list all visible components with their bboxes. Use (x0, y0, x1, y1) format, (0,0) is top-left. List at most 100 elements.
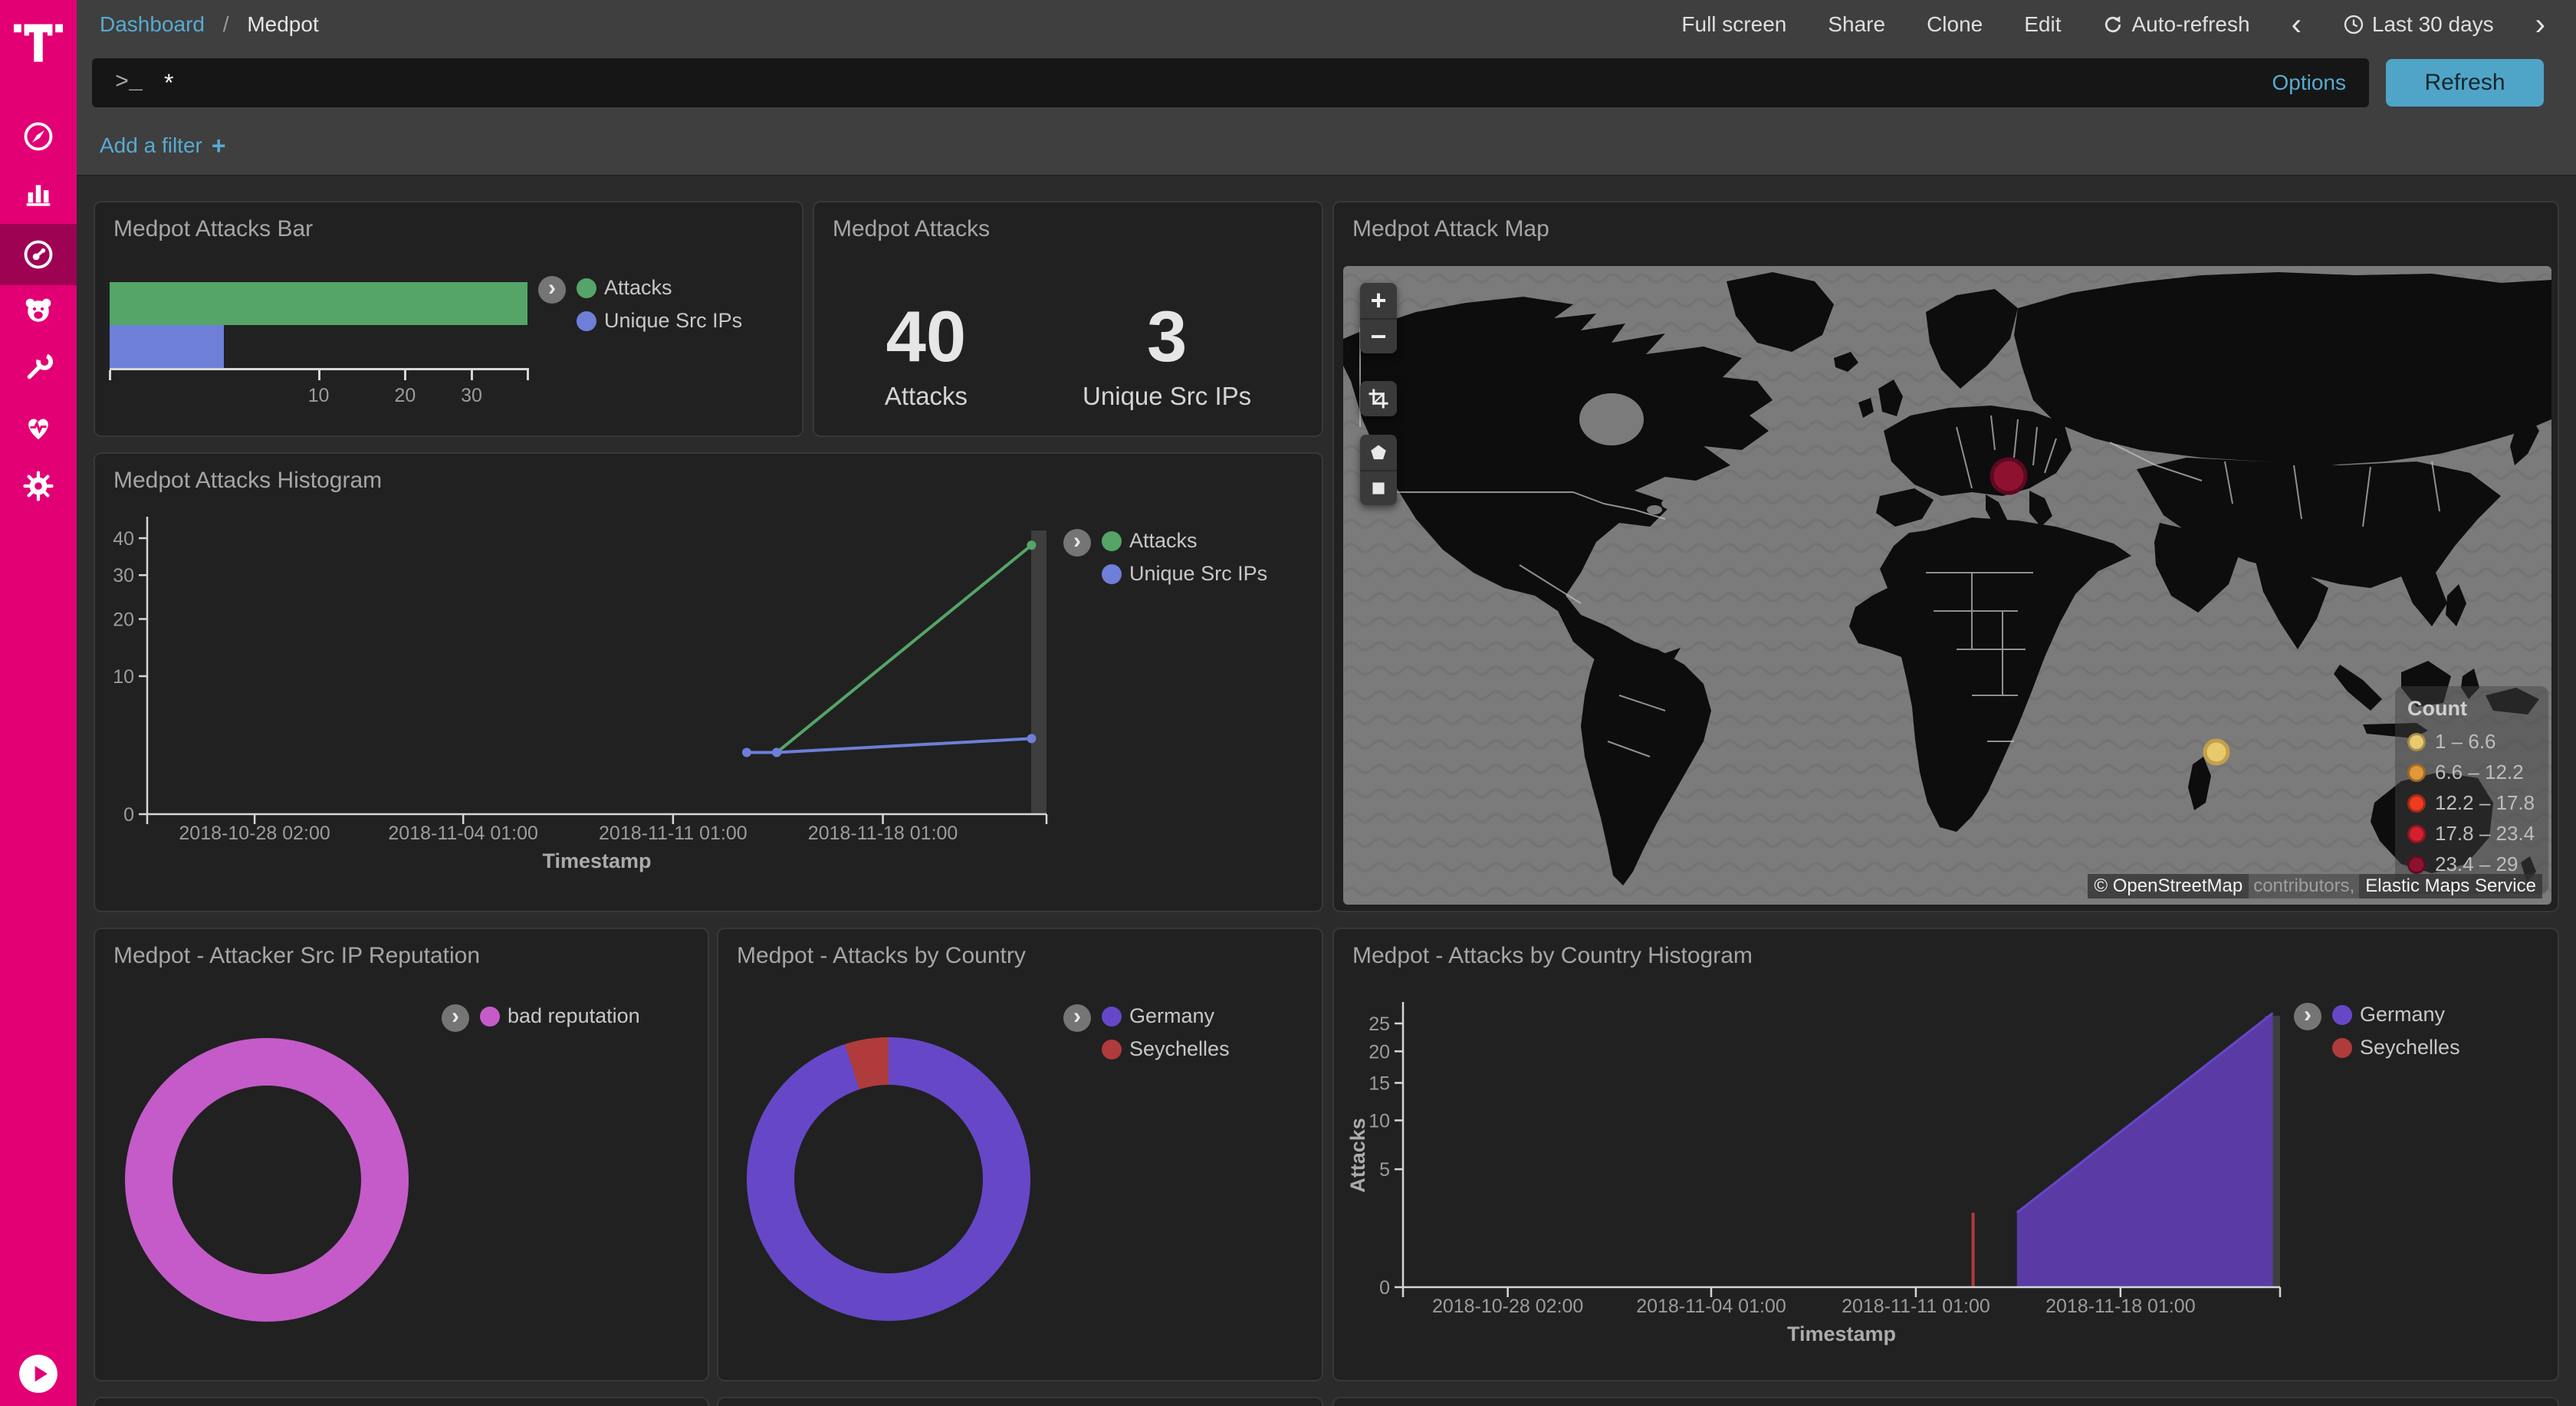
openstreetmap-link[interactable]: © OpenStreetMap (2088, 874, 2249, 898)
play-icon (19, 1355, 58, 1393)
x-tick-label: 10 (307, 385, 330, 406)
legend-item[interactable]: Attacks (577, 276, 742, 300)
legend-item[interactable]: Seychelles (1102, 1037, 1230, 1061)
bar-chart-icon (26, 185, 51, 206)
panel-header[interactable]: Medpot Attacks Bar (113, 216, 314, 241)
legend-item[interactable]: Unique Src IPs (1102, 562, 1267, 586)
bear-icon (25, 298, 51, 322)
panel-header[interactable]: Medpot Attacks (833, 216, 991, 241)
svg-text:Timestamp: Timestamp (542, 849, 651, 872)
world-map[interactable]: + − (1343, 266, 2551, 905)
svg-text:15: 15 (1368, 1073, 1390, 1095)
svg-text:20: 20 (1368, 1041, 1390, 1063)
legend-toggle-icon[interactable]: › (538, 276, 566, 304)
legend-toggle-icon[interactable]: › (1063, 529, 1091, 557)
svg-text:2018-11-18 01:00: 2018-11-18 01:00 (808, 823, 958, 844)
x-tick-label: 30 (461, 385, 482, 406)
map-count-legend: Count 1 – 6.6 6.6 – 12.2 12.2 – 17.8 17.8 –… (2395, 686, 2548, 894)
bar-chart[interactable]: 10 20 30 (95, 202, 802, 435)
legend-toggle-icon[interactable]: › (1063, 1004, 1091, 1032)
svg-text:10: 10 (1368, 1110, 1390, 1132)
svg-text:2018-11-04 01:00: 2018-11-04 01:00 (1636, 1296, 1786, 1317)
legend: › Attacks Unique Src IPs (1063, 529, 1267, 595)
sidebar-item-dashboard[interactable] (0, 227, 77, 282)
legend-toggle-icon[interactable]: › (2294, 1003, 2321, 1030)
draw-polygon-icon[interactable] (1360, 435, 1397, 470)
svg-text:Timestamp: Timestamp (1787, 1322, 1896, 1345)
map-attribution: © OpenStreetMap contributors, Elastic Ma… (2088, 874, 2542, 898)
sidebar-item-dev-tools[interactable] (0, 340, 77, 396)
bar-Unique Src IPs[interactable] (110, 325, 224, 368)
metric: 3 Unique Src IPs (1083, 301, 1251, 411)
legend-item[interactable]: Germany (1102, 1004, 1230, 1028)
panel-header[interactable]: Medpot Attack Map (1352, 216, 1549, 241)
nav-edit[interactable]: Edit (2024, 12, 2062, 36)
panel-attacks-histogram: Medpot Attacks Histogram 0 10 20 30 40 2018-1… (94, 452, 1323, 912)
area-chart[interactable]: 0 5 10 15 20 25 2018-10-28 02:00 2018-11-04 01:… (1334, 929, 2561, 1383)
series-Attacks[interactable] (775, 544, 1033, 754)
search-input[interactable]: >_ * Options (92, 58, 2369, 107)
attribution-text: contributors, (2249, 874, 2360, 898)
attack-point-seychelles[interactable] (2203, 738, 2230, 766)
elastic-maps-link[interactable]: Elastic Maps Service (2359, 874, 2542, 898)
time-forward-icon[interactable]: › (2535, 8, 2545, 41)
world-map-svg[interactable] (1343, 266, 2551, 905)
legend-item[interactable]: Attacks (1102, 529, 1267, 553)
draw-rectangle-icon[interactable] (1360, 470, 1397, 505)
panel-attacks-metric: Medpot Attacks 40 Attacks 3 Unique Src IPs (813, 201, 1323, 437)
sidebar-item-honeypot[interactable] (0, 281, 77, 337)
legend-toggle-icon[interactable]: › (442, 1004, 469, 1032)
nav-clone[interactable]: Clone (1927, 12, 1983, 36)
sidebar-item-discover[interactable] (0, 109, 77, 164)
next-row-panel-edge (1332, 1397, 2559, 1406)
sidebar (0, 0, 77, 1406)
filter-bar: Add a filter + (77, 117, 2576, 176)
bar-Attacks[interactable] (110, 282, 527, 325)
breadcrumb-dashboard-link[interactable]: Dashboard (100, 12, 205, 36)
sidebar-item-visualize[interactable] (0, 165, 77, 220)
sidebar-collapse-button[interactable] (18, 1354, 58, 1394)
legend-item[interactable]: Germany (2332, 1003, 2460, 1027)
query-options-link[interactable]: Options (2272, 71, 2347, 94)
line-chart[interactable]: 0 10 20 30 40 2018-10-28 02:00 2018-11-04 01:0… (95, 454, 1325, 914)
svg-text:0: 0 (123, 804, 134, 826)
next-row-panel-edge (94, 1397, 709, 1406)
legend-item[interactable]: bad reputation (480, 1004, 640, 1028)
metric-label: Unique Src IPs (1083, 382, 1252, 410)
panel-attacks-bar: Medpot Attacks Bar 10 20 30 › Attacks Unique… (94, 201, 803, 437)
query-value[interactable]: * (164, 68, 174, 97)
time-back-icon[interactable]: ‹ (2291, 8, 2302, 41)
legend-item[interactable]: Seychelles (2332, 1036, 2460, 1059)
refresh-button[interactable]: Refresh (2386, 59, 2544, 107)
next-row-panel-edge (717, 1397, 1323, 1406)
panel-header[interactable]: Medpot - Attacker Src IP Reputation (113, 943, 481, 968)
map-zoom-control: + − (1360, 283, 1397, 353)
add-filter-link[interactable]: Add a filter + (100, 131, 226, 159)
nav-auto-refresh[interactable]: Auto-refresh (2102, 12, 2250, 37)
legend-dot (1102, 1039, 1122, 1059)
timepicker-button[interactable]: Last 30 days (2343, 12, 2494, 37)
sidebar-item-monitoring[interactable] (0, 399, 77, 455)
zoom-in-button[interactable]: + (1370, 284, 1387, 316)
telekom-logo-icon (0, 15, 77, 69)
nav-share[interactable]: Share (1828, 12, 1886, 36)
count-dot (2407, 763, 2426, 782)
legend-label: Seychelles (2360, 1036, 2460, 1059)
nav-full-screen[interactable]: Full screen (1681, 12, 1787, 36)
panel-header[interactable]: Medpot Attacks Histogram (113, 468, 383, 493)
crop-icon[interactable] (1360, 381, 1397, 416)
series-Germany[interactable] (2016, 1013, 2273, 1286)
attack-point-germany[interactable] (1990, 457, 2028, 495)
zoom-out-button[interactable]: − (1360, 318, 1397, 353)
panel-header[interactable]: Medpot - Attacks by Country Histogram (1352, 943, 1753, 968)
panel-header[interactable]: Medpot - Attacks by Country (737, 943, 1026, 968)
donut-chart[interactable] (747, 1037, 1030, 1321)
sidebar-item-management[interactable] (0, 458, 77, 514)
x-tick-label: 20 (394, 385, 416, 406)
legend-item[interactable]: Unique Src IPs (577, 309, 742, 333)
donut-chart[interactable] (125, 1038, 409, 1322)
panel-attacks-by-country: Medpot - Attacks by Country › Germany Seyc… (717, 928, 1323, 1381)
count-legend-item: 17.8 – 23.4 (2407, 822, 2536, 846)
legend-label: Germany (2360, 1003, 2446, 1026)
legend-label: Seychelles (1129, 1037, 1230, 1060)
